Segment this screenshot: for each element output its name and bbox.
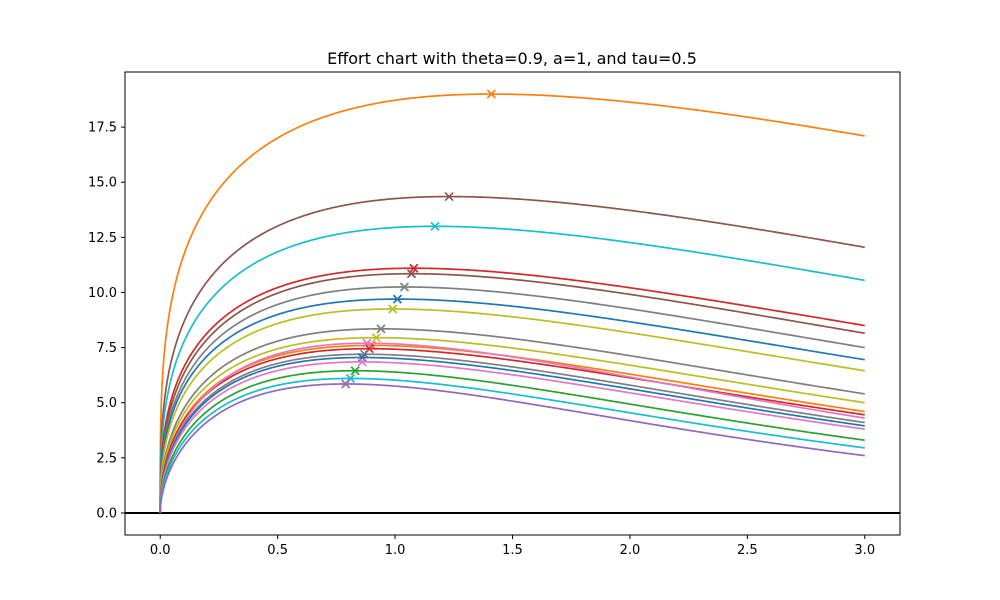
x-tick-label: 0.0 [150,543,171,558]
y-tick-label: 2.5 [96,451,117,466]
x-tick-label: 2.5 [737,543,758,558]
y-tick-label: 12.5 [88,231,117,246]
series-line [159,267,865,513]
peak-marker [388,304,398,314]
series-line [159,225,865,513]
peak-marker [357,357,367,367]
peak-marker [341,379,351,389]
y-tick-label: 0.0 [96,506,117,521]
peak-marker [392,294,403,304]
series-line [159,93,865,513]
x-tick-label: 0.5 [267,543,288,558]
x-axis: 0.0 0.5 1.0 1.5 2.0 2.5 3.0 [150,535,875,558]
plot-frame [124,71,901,536]
x-tick-label: 2.0 [620,543,641,558]
series-line [159,298,865,513]
y-tick-label: 17.5 [88,121,117,136]
y-tick-label: 15.0 [88,176,117,191]
peak-marker [444,191,454,202]
peak-marker [362,338,372,348]
y-axis: 0.0 2.5 5.0 7.5 10.0 12.5 15.0 17.5 [88,121,125,521]
y-tick-label: 7.5 [96,341,117,356]
peak-marker [486,89,496,99]
chart-title: Effort chart with theta=0.9, a=1, and ta… [327,49,697,68]
peak-marker [350,366,360,376]
series-line [159,342,865,513]
x-tick-label: 1.5 [502,543,523,558]
peak-marker [430,221,440,231]
series-line [159,356,865,513]
x-tick-label: 1.0 [385,543,406,558]
series-line [159,308,865,513]
peak-marker [399,282,410,292]
y-tick-label: 5.0 [96,396,117,411]
series-line [159,361,865,513]
peak-marker [409,263,419,273]
x-tick-label: 3.0 [854,543,875,558]
y-tick-label: 10.0 [88,286,117,301]
series-line [159,327,865,513]
series-line [159,286,865,513]
series-line [159,336,865,513]
plot-area [125,89,900,514]
series-line [159,272,865,513]
series-line [159,377,865,513]
series-line [159,195,865,513]
series-line [159,369,865,513]
peak-marker [371,333,381,343]
peak-marker [376,324,386,334]
peak-marker [406,269,417,279]
series-line [159,383,865,513]
